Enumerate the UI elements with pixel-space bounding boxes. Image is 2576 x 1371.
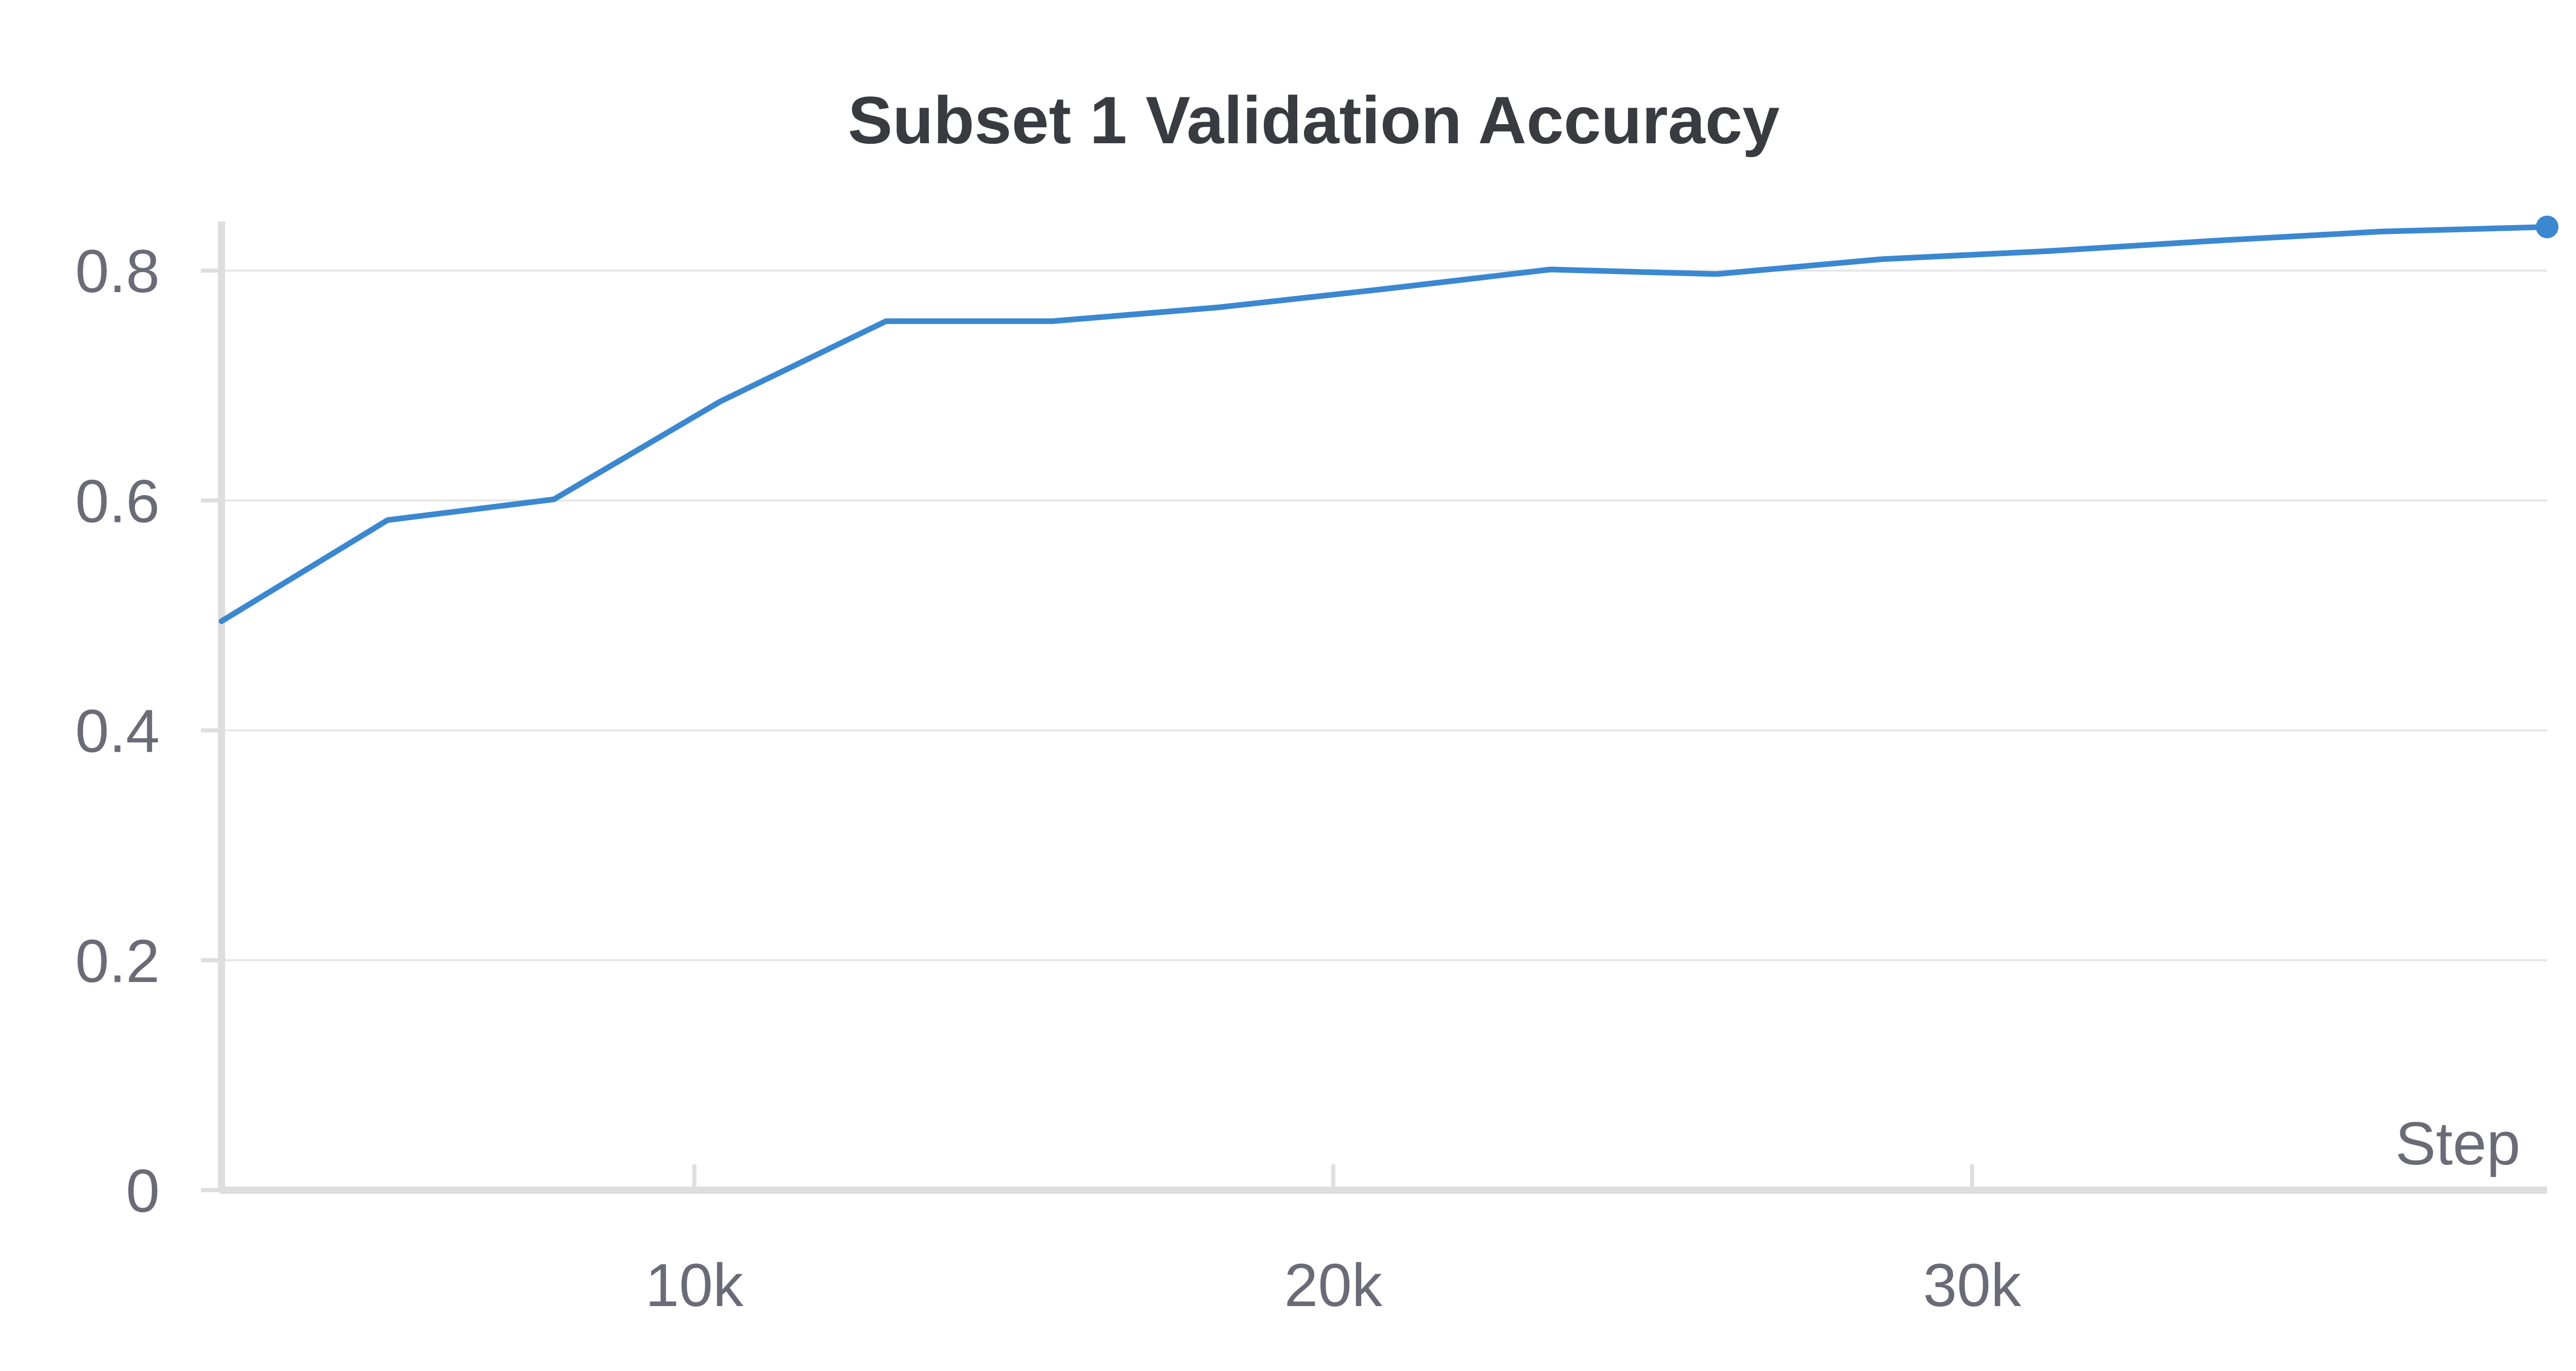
series [218, 215, 2558, 624]
y-tick-label: 0.2 [75, 927, 160, 995]
x-axis-label: Step [2395, 1110, 2520, 1178]
series-line [218, 224, 2550, 624]
x-tick-label: 30k [1923, 1251, 2022, 1319]
chart-title: Subset 1 Validation Accuracy [848, 82, 1780, 158]
y-tick-label: 0.4 [75, 698, 160, 766]
x-tick-label: 20k [1284, 1251, 1383, 1319]
x-tick-label: 10k [646, 1251, 744, 1319]
y-tick-label: 0.6 [75, 467, 160, 535]
y-tick-label: 0 [126, 1157, 160, 1225]
y-tick-label: 0.8 [75, 238, 160, 306]
tick-labels: 0 0.2 0.4 0.6 0.8 10k 20k 30k [75, 238, 2022, 1319]
axes [201, 222, 2547, 1194]
gridlines [222, 269, 2547, 961]
series-endpoint-marker [2536, 215, 2558, 239]
